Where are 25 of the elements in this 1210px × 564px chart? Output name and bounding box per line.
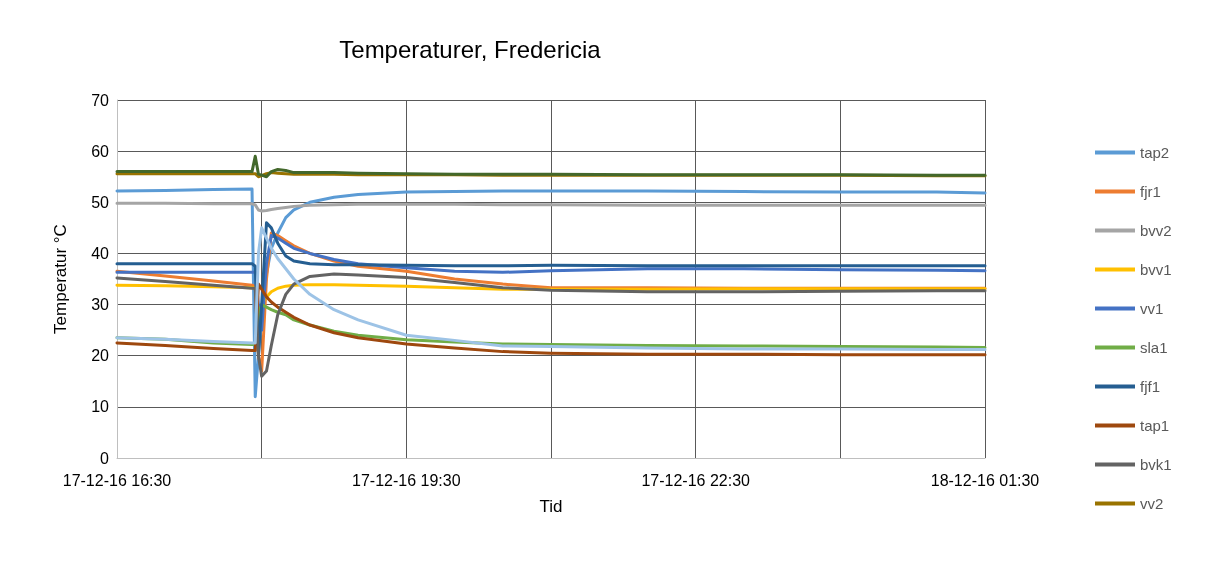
legend-label: fjf1 xyxy=(1140,378,1161,395)
legend-label: bvv1 xyxy=(1140,261,1172,278)
legend-label: bvv2 xyxy=(1140,222,1172,239)
chart-title: Temperaturer, Fredericia xyxy=(339,35,602,63)
x-axis-title: Tid xyxy=(539,497,563,516)
legend-label: vv1 xyxy=(1140,300,1164,317)
y-tick-label: 30 xyxy=(91,296,110,314)
legend-label: tap1 xyxy=(1140,417,1170,434)
legend-label: tap2 xyxy=(1140,144,1170,161)
x-tick-label: 17-12-16 16:30 xyxy=(62,471,172,489)
y-tick-label: 60 xyxy=(91,142,110,160)
x-tick-label: 17-12-16 19:30 xyxy=(352,471,461,489)
x-tick-label: 17-12-16 22:30 xyxy=(641,471,751,489)
legend-label: fjr1 xyxy=(1140,183,1161,200)
y-axis-title: Temperatur °C xyxy=(51,224,70,334)
legend-label: bvk1 xyxy=(1140,456,1172,473)
y-tick-label: 70 xyxy=(91,91,110,109)
y-tick-label: 10 xyxy=(91,398,110,416)
legend-label: vv2 xyxy=(1140,495,1164,512)
legend-label: sla1 xyxy=(1140,339,1168,356)
y-tick-label: 20 xyxy=(91,347,110,365)
y-tick-label: 0 xyxy=(100,449,110,467)
y-tick-label: 40 xyxy=(91,244,110,262)
x-tick-label: 18-12-16 01:30 xyxy=(930,471,1040,489)
y-tick-label: 50 xyxy=(91,193,110,211)
